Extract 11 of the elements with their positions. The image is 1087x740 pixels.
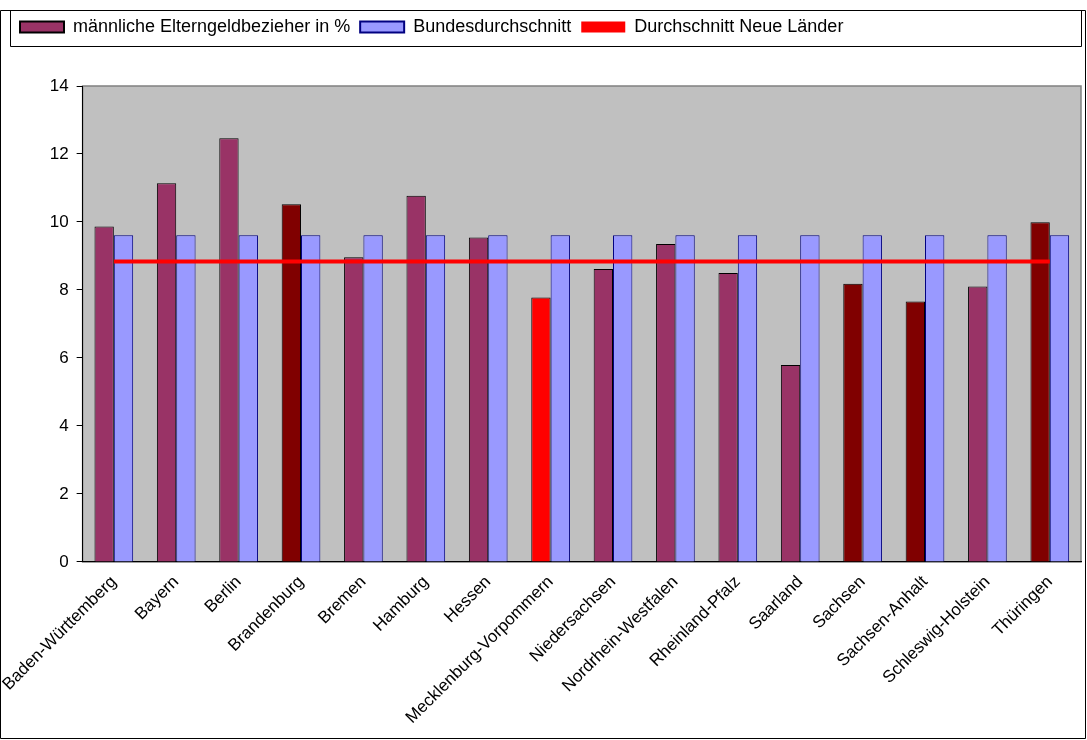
y-tick-label: 6 xyxy=(59,347,69,367)
legend-label: Durchschnitt Neue Länder xyxy=(634,15,844,36)
y-tick-label: 14 xyxy=(49,75,69,95)
y-tick-label: 2 xyxy=(59,483,69,503)
y-tick-label: 4 xyxy=(59,415,69,435)
legend-label: männliche Elterngeldbezieher in % xyxy=(73,15,351,36)
y-tick-label: 10 xyxy=(49,211,69,231)
y-tick-label: 8 xyxy=(59,279,69,299)
y-tick-label: 0 xyxy=(59,551,69,571)
y-tick-label: 12 xyxy=(49,143,69,163)
legend-label: Bundesdurchschnitt xyxy=(413,15,572,36)
